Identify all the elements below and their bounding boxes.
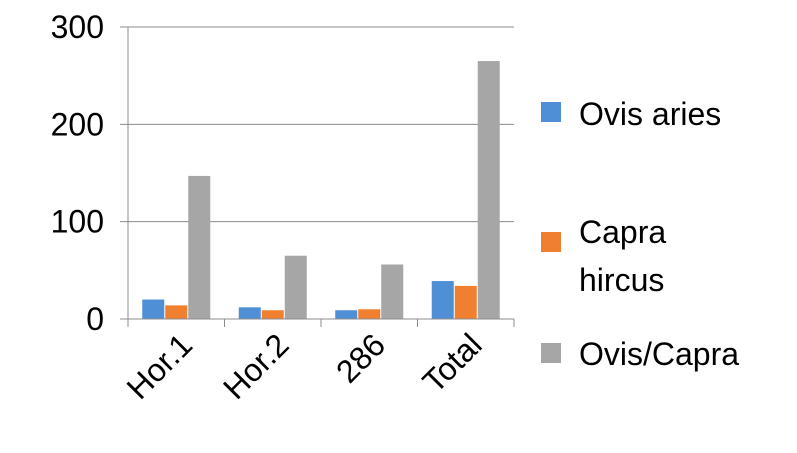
gridlines bbox=[120, 26, 514, 320]
bar bbox=[142, 299, 165, 319]
x-tick-label: Hor.2 bbox=[216, 326, 296, 406]
y-tick-label: 300 bbox=[51, 9, 104, 45]
x-tick-label: Total bbox=[415, 326, 488, 399]
bar bbox=[165, 305, 188, 319]
bar bbox=[284, 255, 307, 319]
bar bbox=[188, 175, 211, 319]
y-tick-label: 0 bbox=[86, 301, 104, 337]
bar bbox=[431, 281, 454, 319]
legend-swatch-ovis-capra bbox=[541, 343, 561, 363]
legend-label-capra-hircus: hircus bbox=[579, 262, 664, 298]
x-tick-label: 286 bbox=[329, 326, 392, 389]
bars bbox=[142, 61, 500, 320]
legend-label-ovis-capra: Ovis/Capra bbox=[579, 336, 739, 372]
bar bbox=[261, 310, 284, 319]
legend-swatch-capra-hircus bbox=[541, 232, 561, 252]
y-tick-label: 100 bbox=[51, 204, 104, 240]
bar bbox=[454, 285, 477, 319]
bar bbox=[381, 264, 404, 319]
bar bbox=[477, 61, 500, 320]
y-tick-label: 200 bbox=[51, 106, 104, 142]
legend: Ovis aries Capra hircus Ovis/Capra bbox=[541, 96, 739, 372]
bar bbox=[238, 307, 261, 319]
x-tick-label: Hor.1 bbox=[120, 326, 200, 406]
bar bbox=[335, 310, 358, 319]
x-tick-labels: Hor.1 Hor.2 286 Total bbox=[120, 326, 489, 406]
axes bbox=[120, 27, 515, 327]
legend-swatch-ovis-aries bbox=[541, 102, 561, 122]
bar bbox=[358, 309, 381, 319]
y-tick-labels: 0 100 200 300 bbox=[51, 9, 104, 337]
legend-label-capra-hircus: Capra bbox=[579, 214, 666, 250]
legend-label-ovis-aries: Ovis aries bbox=[579, 96, 721, 132]
